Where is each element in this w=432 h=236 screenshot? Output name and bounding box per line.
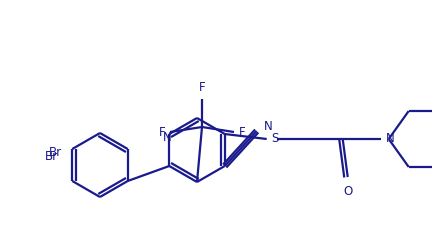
Text: Br: Br <box>45 151 58 164</box>
Text: N: N <box>163 131 172 144</box>
Text: N: N <box>264 119 273 132</box>
Text: N: N <box>386 132 394 146</box>
Text: F: F <box>239 126 246 139</box>
Text: Br: Br <box>49 146 62 159</box>
Text: F: F <box>199 81 205 94</box>
Text: O: O <box>343 185 353 198</box>
Text: F: F <box>159 126 165 139</box>
Text: S: S <box>272 132 279 146</box>
